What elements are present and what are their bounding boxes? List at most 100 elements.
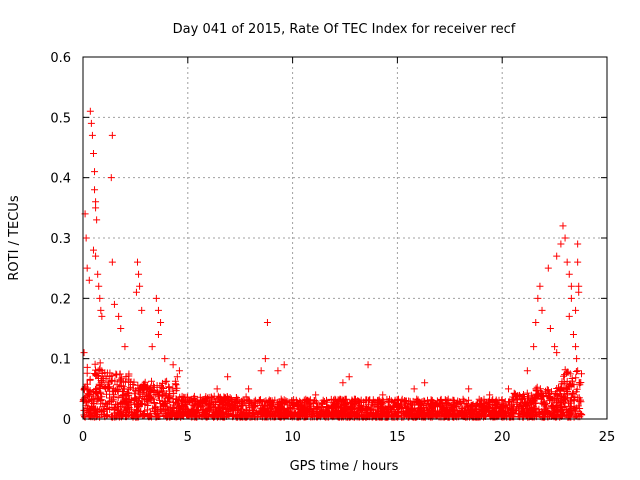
y-tick-label: 0.6 [50, 51, 71, 66]
data-point [245, 385, 253, 393]
data-point [133, 258, 141, 266]
data-point [561, 234, 569, 242]
data-point [261, 355, 269, 363]
data-point [312, 391, 320, 399]
data-point [89, 150, 97, 158]
data-point [93, 216, 101, 224]
data-point [157, 318, 165, 326]
data-point [136, 282, 144, 290]
x-tick-label: 5 [184, 430, 192, 445]
data-point [94, 270, 102, 278]
data-point [91, 168, 99, 176]
data-point [536, 282, 544, 290]
data-point [98, 312, 106, 320]
data-point [92, 204, 100, 212]
data-point [91, 186, 99, 194]
x-axis-label: GPS time / hours [290, 459, 399, 474]
data-point [530, 343, 538, 351]
data-point [173, 373, 181, 381]
data-point [551, 343, 559, 351]
data-point [175, 367, 183, 375]
data-point [574, 240, 582, 248]
data-point [572, 343, 580, 351]
data-point [544, 264, 552, 272]
data-point [364, 361, 372, 369]
x-tick-label: 25 [599, 430, 616, 445]
y-tick-label: 0.5 [50, 111, 71, 126]
y-tick-label: 0.2 [50, 292, 71, 307]
data-point [121, 343, 129, 351]
data-point [86, 107, 94, 115]
dense-points [79, 359, 586, 421]
data-point [553, 252, 561, 260]
y-tick-label: 0.3 [50, 232, 71, 247]
data-point [154, 306, 162, 314]
data-point [107, 174, 115, 182]
data-point [132, 288, 140, 296]
data-point [154, 331, 162, 339]
data-point [574, 367, 582, 375]
data-point [553, 349, 561, 357]
data-point [263, 318, 271, 326]
x-tick-label: 15 [389, 430, 406, 445]
grid [83, 57, 607, 419]
data-point [92, 198, 100, 206]
plot-area [82, 56, 608, 420]
data-point [534, 294, 542, 302]
data-point [565, 270, 573, 278]
data-point [224, 373, 232, 381]
y-tick-labels: 0 0.1 0.2 0.3 0.4 0.5 0.6 [50, 51, 71, 428]
dense-data-points [79, 359, 586, 421]
data-point [557, 240, 565, 248]
data-point [82, 234, 90, 242]
data-point [575, 282, 583, 290]
data-point [110, 300, 118, 308]
y-tick-label: 0.4 [50, 172, 71, 187]
data-point [169, 361, 177, 369]
data-point [89, 246, 97, 254]
data-point [88, 131, 96, 139]
y-tick-label: 0 [63, 413, 71, 428]
data-point [80, 349, 88, 357]
data-point [538, 306, 546, 314]
data-point [108, 131, 116, 139]
data-point [95, 282, 103, 290]
data-point [213, 385, 221, 393]
data-point [504, 385, 512, 393]
y-axis-label: ROTI / TECUs [7, 195, 22, 280]
y-tick-label: 0.1 [50, 353, 71, 368]
data-point [567, 294, 575, 302]
data-point [280, 361, 288, 369]
data-point [339, 379, 347, 387]
data-point [85, 276, 93, 284]
data-point [135, 270, 143, 278]
data-point [565, 312, 573, 320]
data-point [532, 318, 540, 326]
x-tick-label: 10 [284, 430, 301, 445]
data-point [257, 367, 265, 375]
x-tick-label: 0 [79, 430, 87, 445]
data-point [575, 288, 583, 296]
data-point [274, 367, 282, 375]
data-point [573, 355, 581, 363]
data-point [97, 306, 105, 314]
data-point [567, 282, 575, 290]
data-point [138, 306, 146, 314]
data-point [465, 385, 473, 393]
data-point [83, 264, 91, 272]
data-point [574, 258, 582, 266]
data-point [379, 391, 387, 399]
data-point [108, 258, 116, 266]
data-point [117, 325, 125, 332]
data-point [559, 222, 567, 230]
chart-title: Day 041 of 2015, Rate Of TEC Index for r… [173, 22, 516, 37]
data-point [546, 325, 554, 332]
data-point [563, 258, 571, 266]
data-point [96, 294, 104, 302]
x-tick-label: 20 [494, 430, 511, 445]
data-point [345, 373, 353, 381]
data-point [572, 306, 580, 314]
data-point [92, 252, 100, 260]
data-point [569, 331, 577, 339]
